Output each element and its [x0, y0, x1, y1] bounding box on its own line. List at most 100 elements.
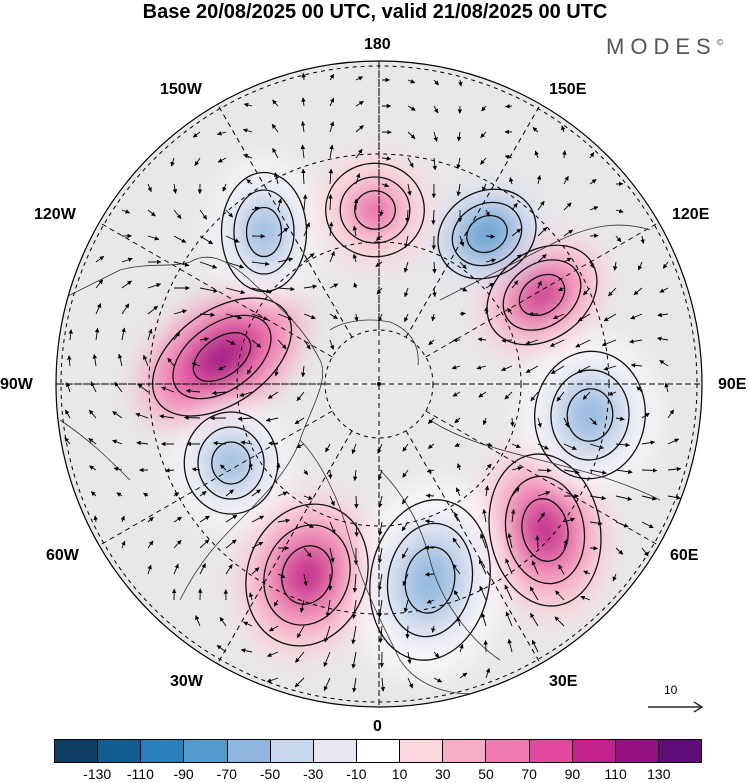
wind-arrow — [458, 79, 463, 87]
wind-arrow — [199, 209, 208, 220]
wind-arrow — [173, 209, 182, 219]
wind-arrow — [511, 487, 520, 497]
colorbar-tick-label: 130 — [647, 766, 671, 782]
wind-arrow — [641, 521, 654, 529]
wind-arrow — [549, 339, 565, 347]
wind-arrow — [456, 157, 461, 170]
wind-arrow — [147, 564, 152, 575]
streamline-contour — [197, 426, 265, 500]
wind-arrow — [401, 521, 409, 532]
wind-arrow — [276, 462, 281, 471]
negative-anomaly-shade — [467, 216, 507, 252]
wind-arrow — [505, 104, 513, 109]
wind-arrow — [266, 677, 279, 683]
colorbar-tick-label: 110 — [604, 766, 627, 782]
wind-arrow — [479, 559, 487, 575]
wind-arrow — [329, 547, 335, 563]
wind-arrow — [459, 311, 466, 317]
lon-label-0: 0 — [373, 718, 382, 735]
wind-arrow — [173, 261, 190, 267]
wind-arrow — [199, 336, 210, 342]
wind-arrow — [192, 131, 201, 138]
wind-arrow — [402, 573, 409, 586]
wind-arrow — [211, 390, 227, 396]
wind-arrow — [638, 261, 643, 271]
wind-arrow — [212, 440, 227, 446]
colorbar-swatch — [184, 740, 228, 762]
lon-label-30w: 30W — [170, 673, 203, 690]
wind-arrow — [657, 312, 669, 318]
wind-arrow — [302, 194, 308, 211]
wind-arrow — [266, 651, 279, 657]
wind-arrow — [294, 677, 305, 688]
wind-arrow — [511, 443, 521, 449]
wind-arrow — [121, 540, 126, 549]
positive-anomaly-shade — [520, 275, 564, 315]
wind-arrow — [427, 417, 435, 424]
wind-arrow — [407, 157, 414, 168]
wind-arrow — [121, 303, 130, 315]
wind-arrow — [303, 495, 313, 500]
wind-arrow — [225, 209, 234, 218]
wind-arrow — [407, 131, 416, 140]
wind-arrow — [147, 235, 160, 241]
wind-arrow — [640, 235, 645, 244]
wind-arrow — [301, 97, 306, 107]
wind-arrow — [352, 253, 358, 263]
wind-arrow — [64, 437, 71, 445]
wind-arrow — [65, 382, 71, 393]
positive-anomaly-shade — [194, 333, 250, 381]
colorbar-swatch — [227, 740, 271, 762]
wind-arrow — [199, 563, 206, 575]
wind-arrow — [300, 144, 306, 159]
wind-arrow — [147, 283, 162, 289]
wind-arrow — [615, 495, 633, 501]
wind-arrow — [325, 443, 331, 453]
wind-arrow — [301, 72, 306, 81]
wind-arrow — [509, 177, 514, 185]
streamline-contour — [354, 190, 396, 230]
wind-arrow — [537, 491, 551, 497]
wind-arrow — [403, 261, 409, 273]
wind-arrow — [380, 677, 386, 692]
wind-arrow — [433, 79, 439, 86]
wind-arrow — [173, 492, 180, 497]
lon-label-120w: 120W — [34, 206, 76, 223]
wind-arrow — [377, 469, 383, 481]
wind-arrow — [555, 590, 565, 601]
wind-arrow — [428, 339, 435, 346]
wind-arrow — [402, 443, 409, 452]
lon-label-90e: 90E — [718, 376, 747, 393]
colorbar-swatch — [356, 740, 401, 762]
wind-arrow — [251, 287, 271, 294]
wind-arrow — [407, 105, 416, 111]
wind-arrow — [530, 391, 539, 402]
wind-arrow — [589, 206, 599, 211]
wind-arrow — [243, 102, 253, 108]
wind-arrow — [577, 313, 591, 322]
streamline-contour — [369, 499, 491, 661]
colorbar — [54, 739, 702, 763]
wind-arrow — [117, 353, 123, 367]
wind-arrow — [404, 313, 409, 323]
wind-vectors — [64, 72, 682, 693]
negative-anomaly-shade — [405, 547, 455, 613]
wind-arrow — [615, 235, 622, 243]
wind-arrow — [485, 234, 496, 239]
wind-arrow — [381, 182, 390, 188]
wind-arrow — [402, 495, 409, 505]
wind-arrow — [552, 313, 565, 320]
wind-arrow — [537, 254, 547, 263]
wind-arrow — [172, 183, 178, 194]
wind-arrow — [225, 261, 245, 269]
wind-arrow — [296, 625, 305, 639]
wind-arrow — [405, 209, 410, 223]
wind-arrow — [404, 235, 409, 249]
wind-arrow — [454, 442, 461, 447]
wind-arrow — [615, 547, 624, 555]
wind-arrow — [532, 127, 539, 133]
wind-arrow — [88, 409, 97, 419]
wind-arrow — [615, 208, 624, 214]
streamline-contour — [263, 524, 351, 626]
wind-arrow — [68, 329, 73, 341]
